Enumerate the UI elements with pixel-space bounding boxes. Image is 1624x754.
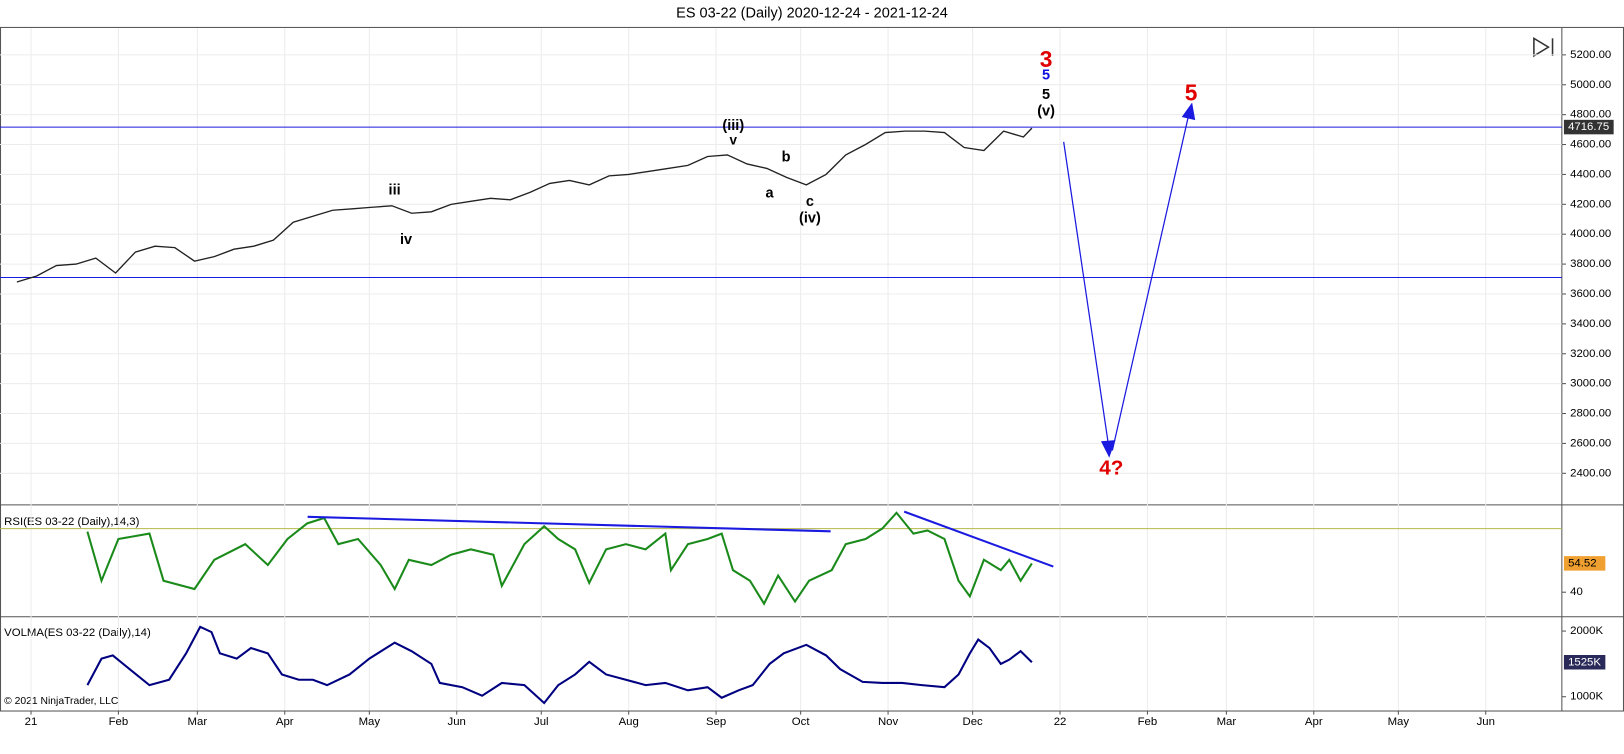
y-tick-label: 3200.00 [1570,348,1611,360]
x-tick-label: Nov [878,716,899,728]
wave-label: iii [389,182,401,198]
rsi-trendline [307,515,831,533]
chart-title: ES 03-22 (Daily) 2020-12-24 - 2021-12-24 [676,5,948,21]
x-tick-label: May [359,716,381,728]
x-tick-label: Aug [619,716,639,728]
y-tick-label: 40 [1570,586,1583,598]
last-value-box [1563,556,1606,571]
wave-label: b [782,149,791,165]
plot: 21 Feb Mar Apr May Jun Jul Aug Sep Oct Nov Dec 22 Feb… [0,27,1614,728]
wave-label: 5 [1042,87,1050,103]
copyright: © 2021 NinjaTrader, LLC [4,696,119,707]
y-tick-label: 2800.00 [1570,408,1611,420]
frame [0,26,1624,712]
wave-label: 5 [1185,79,1198,105]
y-tick-label: 2000K [1570,625,1603,637]
x-tick-label: Apr [1305,716,1323,728]
wave-label: (v) [1037,104,1055,120]
price-box [1563,119,1614,135]
rsi-trendline [903,510,1054,568]
x-tick-label: Jul [534,716,549,728]
arrowhead [1181,102,1196,121]
x-tick-label: Sep [706,716,726,728]
wave-label: c [806,194,814,210]
price-label: 4716.75 [1568,121,1609,133]
x-tick-label: Oct [792,716,811,728]
y-tick-label: 3800.00 [1570,258,1611,270]
y-tick-label: 3000.00 [1570,378,1611,390]
y-tick-label: 4600.00 [1570,139,1611,151]
x-tick-label: Mar [1217,716,1237,728]
wave-label: 4? [1099,457,1123,480]
x-tick-label: Feb [109,716,129,728]
y-tick-label: 2400.00 [1570,467,1611,479]
arrow [1063,141,1109,444]
wave-label: (iv) [799,210,821,226]
x-tick-label: Apr [276,716,294,728]
y-tick-label: 5200.00 [1570,49,1611,61]
panel-title: VOLMA(ES 03-22 (Daily),14) [4,627,151,639]
x-tick-label: May [1388,716,1410,728]
y-tick-label: 3400.00 [1570,318,1611,330]
projection [1063,102,1196,458]
series-line [16,127,1033,283]
y-tick-label: 2600.00 [1570,437,1611,449]
y-tick-label: 4800.00 [1570,109,1611,121]
x-tick-label: Jun [448,716,466,728]
series-line [86,511,1033,606]
wave-label: 3 [1040,46,1053,72]
x-tick-label: Feb [1138,716,1158,728]
last-value-box [1563,655,1606,670]
y-tick-label: 4400.00 [1570,168,1611,180]
panel-title: RSI(ES 03-22 (Daily),14,3) [4,516,139,528]
play-icon[interactable] [1533,36,1554,58]
y-tick-label: 5000.00 [1570,79,1611,91]
x-tick-label: Dec [963,716,984,728]
last-value-label: 54.52 [1568,557,1596,569]
wave-label: a [765,186,774,202]
wave-label: (iii) [722,118,744,134]
wave-label: v [730,132,738,147]
y-tick-label: 1000K [1570,691,1603,703]
x-tick-label: 21 [25,716,38,728]
x-tick-label: 22 [1054,716,1067,728]
series-line [86,625,1033,705]
x-tick-label: Mar [188,716,208,728]
y-tick-label: 4200.00 [1570,198,1611,210]
wave-label: iv [400,232,412,248]
wave-label: 5 [1042,67,1050,83]
last-value-label: 1525K [1568,656,1601,668]
icon-shape [1533,36,1550,58]
arrow [1111,117,1189,451]
y-tick-label: 3600.00 [1570,288,1611,300]
y-tick-label: 4000.00 [1570,228,1611,240]
arrowhead [1100,440,1116,458]
x-tick-label: Jun [1477,716,1495,728]
